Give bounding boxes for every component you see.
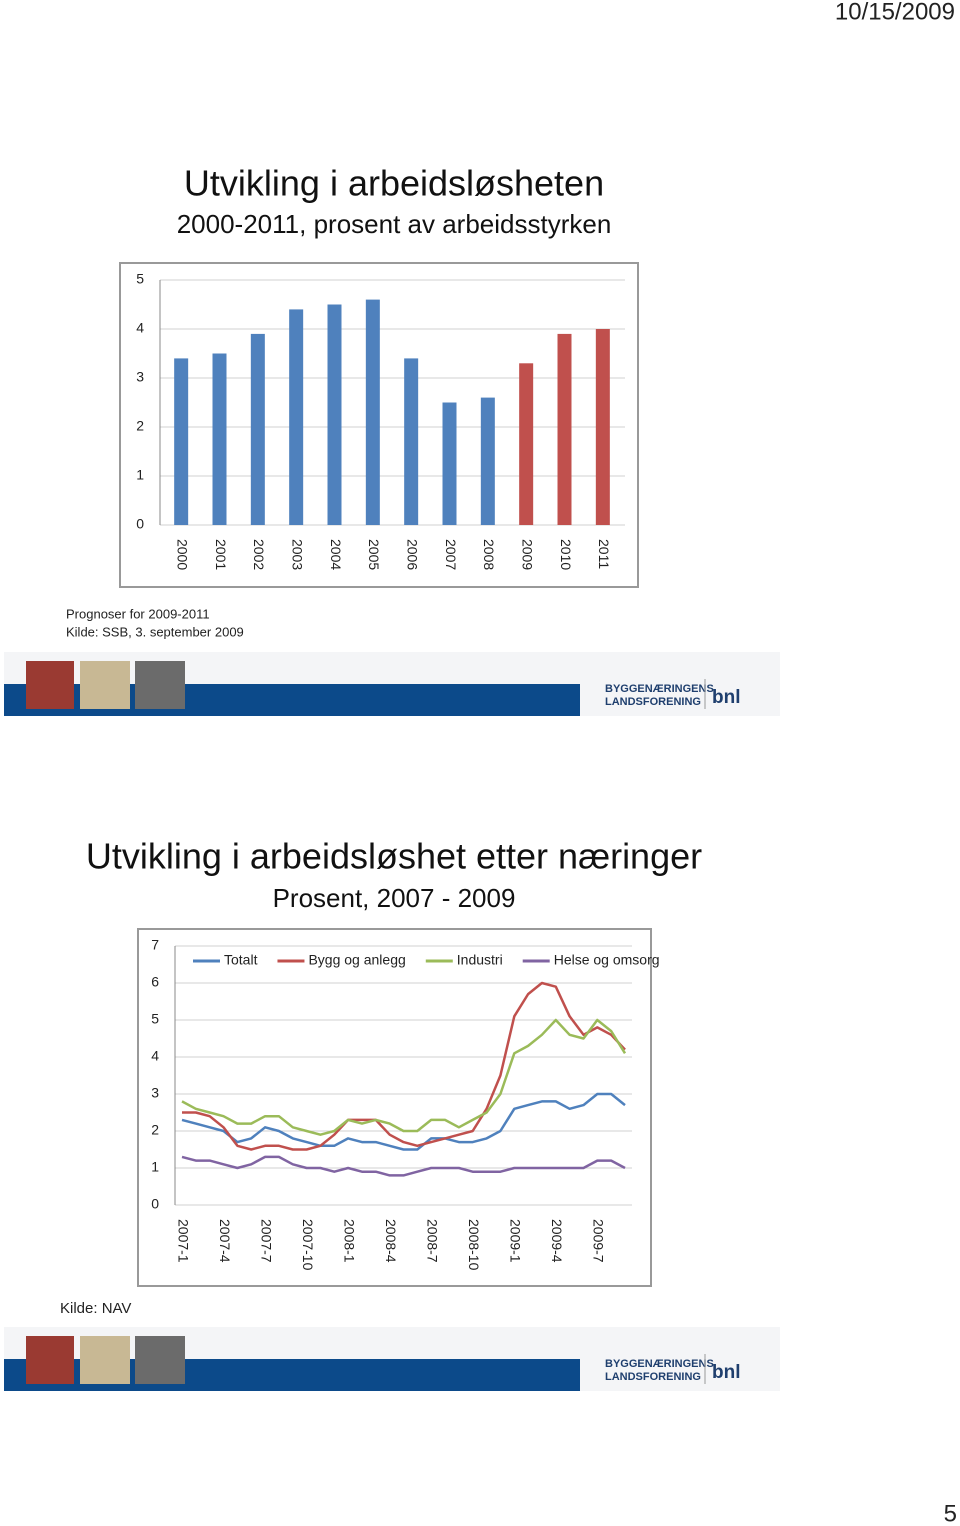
x-tick-label: 2003 bbox=[289, 539, 305, 570]
date: 10/15/2009 bbox=[835, 0, 955, 25]
legend-label: Industri bbox=[457, 952, 503, 968]
x-tick-label: 2008-10 bbox=[466, 1219, 482, 1271]
y-tick-label: 4 bbox=[136, 320, 144, 336]
org-name: LANDSFORENING bbox=[605, 1371, 701, 1383]
x-tick-label: 2000 bbox=[174, 539, 190, 570]
note: Prognoser for 2009-2011 bbox=[66, 606, 210, 621]
legend-label: Totalt bbox=[224, 952, 258, 968]
y-tick-label: 2 bbox=[151, 1122, 159, 1138]
x-tick-label: 2008-7 bbox=[424, 1219, 440, 1263]
x-tick-label: 2001 bbox=[213, 539, 229, 570]
x-tick-label: 2009-1 bbox=[508, 1219, 524, 1263]
x-tick-label: 2011 bbox=[596, 539, 612, 569]
logo: bnl bbox=[712, 687, 741, 708]
page-number: 5 bbox=[944, 1500, 957, 1526]
bar bbox=[595, 329, 610, 525]
x-tick-label: 2008 bbox=[481, 539, 497, 570]
bar bbox=[519, 363, 534, 525]
y-tick-label: 0 bbox=[151, 1196, 159, 1212]
x-tick-label: 2008-1 bbox=[341, 1219, 357, 1263]
bar bbox=[289, 309, 304, 525]
photo bbox=[26, 661, 74, 709]
note: Kilde: NAV bbox=[60, 1300, 131, 1317]
x-tick-label: 2007-1 bbox=[175, 1219, 191, 1263]
bar bbox=[480, 397, 495, 525]
y-tick-label: 3 bbox=[136, 369, 144, 385]
bar bbox=[365, 299, 380, 525]
slide-subtitle: 2000-2011, prosent av arbeidsstyrken bbox=[177, 209, 612, 239]
series-line bbox=[182, 981, 626, 1151]
photo bbox=[80, 1336, 130, 1384]
org-name: BYGGENÆRINGENS bbox=[605, 683, 714, 695]
y-tick-label: 3 bbox=[151, 1085, 159, 1101]
y-tick-label: 1 bbox=[151, 1159, 159, 1175]
photo bbox=[135, 661, 185, 709]
x-tick-label: 2005 bbox=[366, 539, 382, 570]
org-name: LANDSFORENING bbox=[605, 696, 701, 708]
bar bbox=[250, 333, 265, 525]
photo bbox=[26, 1336, 74, 1384]
slide-subtitle: Prosent, 2007 - 2009 bbox=[273, 883, 516, 913]
y-tick-label: 5 bbox=[151, 1011, 159, 1027]
banner: BYGGENÆRINGENS LANDSFORENING bnl bbox=[4, 1327, 780, 1391]
x-tick-label: 2009-4 bbox=[549, 1219, 565, 1263]
y-tick-label: 0 bbox=[136, 516, 144, 532]
slide-title: Utvikling i arbeidsløshet etter næringer bbox=[86, 836, 702, 877]
series-line bbox=[181, 1155, 626, 1177]
x-tick-label: 2007-10 bbox=[300, 1219, 316, 1271]
photo bbox=[135, 1336, 185, 1384]
x-tick-label: 2009 bbox=[519, 539, 535, 570]
x-tick-label: 2007-4 bbox=[217, 1219, 233, 1263]
x-tick-label: 2006 bbox=[404, 539, 420, 570]
x-tick-label: 2010 bbox=[558, 539, 574, 570]
banner: BYGGENÆRINGENS LANDSFORENING bnl bbox=[4, 652, 780, 716]
series-line bbox=[181, 1092, 626, 1151]
x-tick-label: 2004 bbox=[328, 539, 344, 570]
photo bbox=[80, 661, 130, 709]
bar bbox=[174, 358, 189, 525]
x-tick-label: 2007 bbox=[443, 539, 459, 570]
logo: bnl bbox=[712, 1362, 741, 1383]
legend-label: Helse og omsorg bbox=[554, 952, 660, 968]
x-tick-label: 2008-4 bbox=[383, 1219, 399, 1263]
bar bbox=[557, 333, 572, 525]
note: Kilde: SSB, 3. september 2009 bbox=[66, 624, 244, 639]
y-tick-label: 7 bbox=[151, 937, 159, 953]
legend-label: Bygg og anlegg bbox=[308, 952, 405, 968]
y-tick-label: 1 bbox=[136, 467, 144, 483]
slide-title: Utvikling i arbeidsløsheten bbox=[184, 163, 604, 204]
y-tick-label: 2 bbox=[136, 418, 144, 434]
y-tick-label: 4 bbox=[151, 1048, 159, 1064]
bar bbox=[404, 358, 419, 525]
y-tick-label: 5 bbox=[136, 271, 144, 287]
bar bbox=[212, 353, 227, 525]
x-tick-label: 2009-7 bbox=[591, 1219, 607, 1263]
bar bbox=[327, 304, 342, 525]
x-tick-label: 2002 bbox=[251, 539, 267, 570]
x-tick-label: 2007-7 bbox=[258, 1219, 274, 1263]
y-tick-label: 6 bbox=[151, 974, 159, 990]
series-line bbox=[181, 1018, 627, 1136]
bar bbox=[442, 402, 457, 525]
org-name: BYGGENÆRINGENS bbox=[605, 1358, 714, 1370]
